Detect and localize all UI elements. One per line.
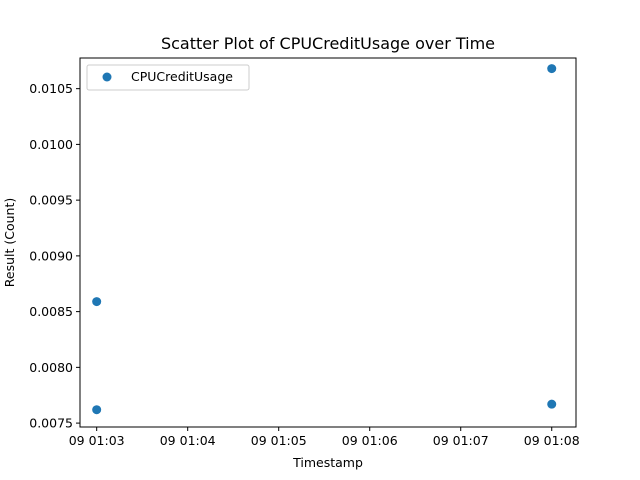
y-axis: 0.0075 0.0080 0.0085 0.0090 0.0095 0.0100 0.01… <box>29 81 80 431</box>
y-tick-label: 0.0085 <box>29 304 73 319</box>
x-tick-label: 09 01:07 <box>433 433 489 448</box>
x-tick-label: 09 01:05 <box>251 433 307 448</box>
data-point <box>92 297 102 307</box>
legend-marker <box>102 72 112 82</box>
data-points <box>92 64 557 415</box>
y-tick-label: 0.0090 <box>29 248 73 263</box>
x-tick-label: 09 01:04 <box>160 433 216 448</box>
legend-box <box>86 64 250 91</box>
data-point <box>547 64 557 74</box>
y-tick-label: 0.0095 <box>29 193 73 208</box>
data-point <box>547 399 557 409</box>
x-tick-label: 09 01:03 <box>69 433 125 448</box>
x-axis-label: Timestamp <box>292 455 363 470</box>
y-tick-label: 0.0080 <box>29 360 73 375</box>
chart-title: Scatter Plot of CPUCreditUsage over Time <box>161 34 495 53</box>
legend-label: CPUCreditUsage <box>131 69 233 84</box>
plot-area <box>79 57 577 428</box>
y-tick-label: 0.0105 <box>29 81 73 96</box>
data-point <box>92 405 102 415</box>
x-axis: 09 01:03 09 01:04 09 01:05 09 01:06 09 01:07… <box>69 427 580 448</box>
y-tick-label: 0.0075 <box>29 416 73 431</box>
y-axis-label: Result (Count) <box>2 198 17 287</box>
x-tick-label: 09 01:08 <box>524 433 580 448</box>
legend: CPUCreditUsage <box>86 64 250 91</box>
plot-frame <box>79 57 577 428</box>
y-tick-label: 0.0100 <box>29 137 73 152</box>
x-tick-label: 09 01:06 <box>342 433 398 448</box>
